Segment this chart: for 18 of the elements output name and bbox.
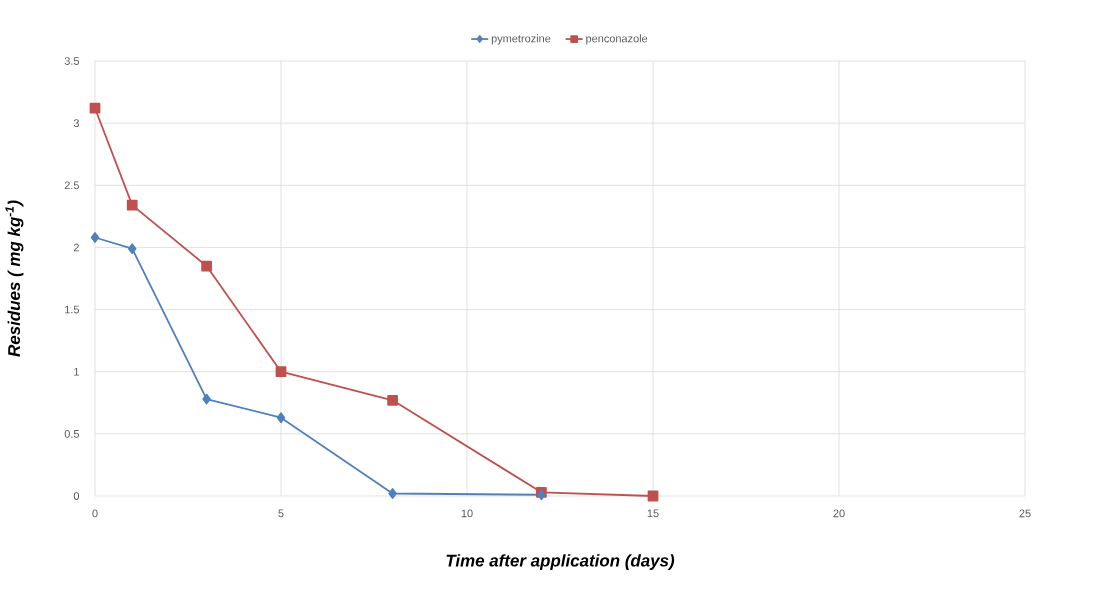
- legend-label: penconazole: [586, 34, 648, 45]
- x-tick-label: 10: [461, 509, 473, 518]
- legend-label: pymetrozine: [491, 34, 551, 45]
- y-tick-label: 3: [73, 119, 79, 128]
- y-tick-label: 1.5: [65, 305, 80, 314]
- x-tick-label: 20: [833, 509, 845, 518]
- y-tick-label: 3.5: [64, 57, 80, 65]
- y-tick-label: 2.5: [64, 181, 80, 190]
- y-tick-label: 0.5: [64, 429, 80, 438]
- y-tick-label: 2: [73, 243, 79, 252]
- y-axis-title: Residues ( mg kg$^{-1}$): [5, 200, 24, 357]
- x-tick-label: 5: [278, 509, 284, 518]
- y-tick-label: 1: [74, 367, 79, 376]
- x-tick-label: 15: [647, 509, 659, 518]
- x-tick-label: 0: [92, 509, 98, 518]
- x-tick-label: 25: [1019, 509, 1031, 518]
- x-axis-title: Time after application (days): [446, 554, 675, 570]
- y-tick-label: 0: [73, 492, 80, 500]
